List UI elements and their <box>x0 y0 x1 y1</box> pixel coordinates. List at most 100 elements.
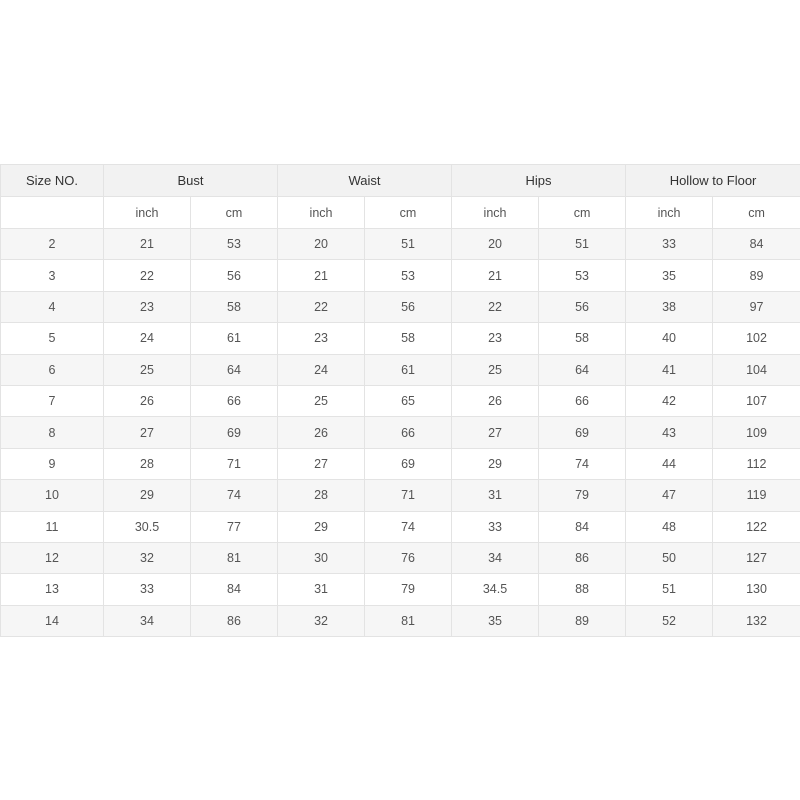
table-row: 9 28 71 27 69 29 74 44 112 <box>0 447 800 481</box>
size-cell: 11 <box>0 510 104 543</box>
measurement-cell: 28 <box>277 479 366 512</box>
measurement-cell: 102 <box>712 322 800 355</box>
measurement-cell: 44 <box>625 447 714 481</box>
measurement-cell: 61 <box>189 322 279 355</box>
measurement-cell: 27 <box>277 447 366 481</box>
measurement-cell: 29 <box>277 510 366 543</box>
measurement-cell: 51 <box>364 227 453 261</box>
measurement-cell: 86 <box>189 604 279 638</box>
measurement-cell: 29 <box>451 447 540 481</box>
measurement-cell: 61 <box>364 353 453 386</box>
measurement-cell: 30.5 <box>103 510 191 543</box>
measurement-cell: 42 <box>625 384 714 418</box>
measurement-cell: 21 <box>103 227 191 261</box>
measurement-cell: 53 <box>538 259 627 292</box>
measurement-cell: 58 <box>364 322 453 355</box>
measurement-cell: 47 <box>625 479 714 512</box>
size-cell: 13 <box>0 573 104 606</box>
measurement-cell: 27 <box>103 416 191 449</box>
measurement-cell: 56 <box>364 290 453 324</box>
measurement-cell: 20 <box>451 227 540 261</box>
measurement-cell: 109 <box>712 416 800 449</box>
unit-cell: inch <box>103 196 191 229</box>
measurement-cell: 51 <box>538 227 627 261</box>
measurement-cell: 27 <box>451 416 540 449</box>
table-row: 14 34 86 32 81 35 89 52 132 <box>0 604 800 638</box>
size-cell: 2 <box>0 227 104 261</box>
measurement-cell: 89 <box>538 604 627 638</box>
header-size: Size NO. <box>0 164 104 197</box>
measurement-cell: 58 <box>189 290 279 324</box>
measurement-cell: 26 <box>451 384 540 418</box>
unit-cell: cm <box>189 196 279 229</box>
measurement-cell: 66 <box>364 416 453 449</box>
header-row: Size NO. Bust Waist Hips Hollow to Floor <box>0 164 800 197</box>
unit-cell: inch <box>451 196 540 229</box>
measurement-cell: 69 <box>538 416 627 449</box>
measurement-cell: 112 <box>712 447 800 481</box>
measurement-cell: 97 <box>712 290 800 324</box>
unit-cell: cm <box>538 196 627 229</box>
header-waist: Waist <box>277 164 453 197</box>
measurement-cell: 41 <box>625 353 714 386</box>
table-row: 13 33 84 31 79 34.5 88 51 130 <box>0 573 800 606</box>
table-row: 5 24 61 23 58 23 58 40 102 <box>0 322 800 355</box>
table-row: 6 25 64 24 61 25 64 41 104 <box>0 353 800 386</box>
measurement-cell: 24 <box>277 353 366 386</box>
measurement-cell: 51 <box>625 573 714 606</box>
measurement-cell: 25 <box>277 384 366 418</box>
unit-cell <box>0 196 104 229</box>
table-row: 4 23 58 22 56 22 56 38 97 <box>0 290 800 324</box>
measurement-cell: 64 <box>538 353 627 386</box>
measurement-cell: 28 <box>103 447 191 481</box>
measurement-cell: 74 <box>189 479 279 512</box>
measurement-cell: 34 <box>451 541 540 575</box>
measurement-cell: 64 <box>189 353 279 386</box>
measurement-cell: 31 <box>277 573 366 606</box>
unit-cell: cm <box>364 196 453 229</box>
measurement-cell: 23 <box>451 322 540 355</box>
measurement-cell: 86 <box>538 541 627 575</box>
unit-cell: inch <box>277 196 366 229</box>
measurement-cell: 22 <box>451 290 540 324</box>
measurement-cell: 65 <box>364 384 453 418</box>
measurement-cell: 34 <box>103 604 191 638</box>
measurement-cell: 22 <box>103 259 191 292</box>
measurement-cell: 79 <box>364 573 453 606</box>
measurement-cell: 66 <box>538 384 627 418</box>
measurement-cell: 31 <box>451 479 540 512</box>
measurement-cell: 88 <box>538 573 627 606</box>
measurement-cell: 30 <box>277 541 366 575</box>
measurement-cell: 76 <box>364 541 453 575</box>
unit-cell: cm <box>712 196 800 229</box>
measurement-cell: 79 <box>538 479 627 512</box>
measurement-cell: 77 <box>189 510 279 543</box>
measurement-cell: 53 <box>364 259 453 292</box>
table-row: 8 27 69 26 66 27 69 43 109 <box>0 416 800 449</box>
size-chart-table: Size NO. Bust Waist Hips Hollow to Floor… <box>0 164 800 638</box>
measurement-cell: 81 <box>189 541 279 575</box>
measurement-cell: 81 <box>364 604 453 638</box>
measurement-cell: 26 <box>277 416 366 449</box>
measurement-cell: 25 <box>103 353 191 386</box>
measurement-cell: 29 <box>103 479 191 512</box>
measurement-cell: 127 <box>712 541 800 575</box>
measurement-cell: 69 <box>189 416 279 449</box>
measurement-cell: 35 <box>451 604 540 638</box>
measurement-cell: 84 <box>712 227 800 261</box>
measurement-cell: 84 <box>538 510 627 543</box>
measurement-cell: 74 <box>538 447 627 481</box>
measurement-cell: 52 <box>625 604 714 638</box>
header-bust: Bust <box>102 164 279 197</box>
table-row: 11 30.5 77 29 74 33 84 48 122 <box>0 510 800 543</box>
table-row: 12 32 81 30 76 34 86 50 127 <box>0 541 800 575</box>
measurement-cell: 71 <box>364 479 453 512</box>
measurement-cell: 40 <box>625 322 714 355</box>
header-hollow-to-floor: Hollow to Floor <box>625 164 800 197</box>
unit-cell: inch <box>625 196 714 229</box>
measurement-cell: 119 <box>712 479 800 512</box>
table-row: 10 29 74 28 71 31 79 47 119 <box>0 479 800 512</box>
measurement-cell: 84 <box>189 573 279 606</box>
measurement-cell: 130 <box>712 573 800 606</box>
measurement-cell: 24 <box>103 322 191 355</box>
